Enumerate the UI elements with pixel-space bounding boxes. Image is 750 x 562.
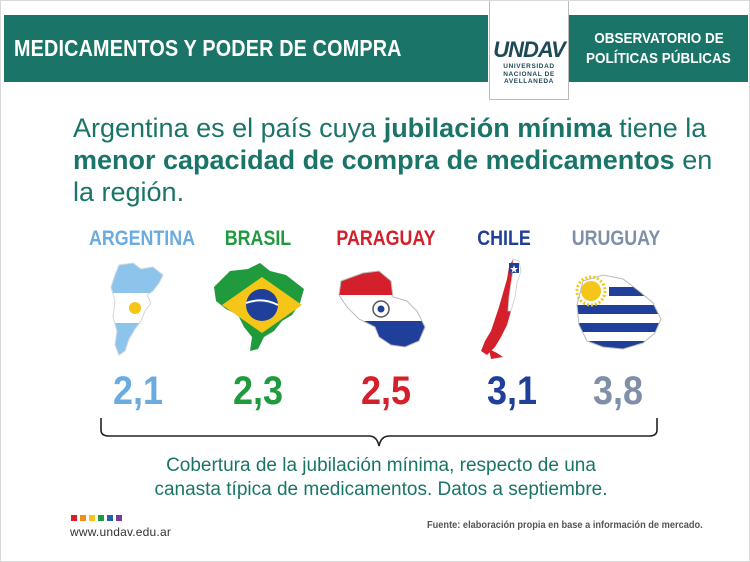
country-name-argentina: ARGENTINA <box>88 227 196 250</box>
headline-part-1: Argentina es el país cuya <box>73 113 384 143</box>
logo-line-3: AVELLANEDA <box>504 78 554 85</box>
paraguay-map-icon <box>338 270 426 348</box>
country-name-paraguay: PARAGUAY <box>336 227 436 250</box>
brasil-map-icon <box>214 263 304 351</box>
page-title: MEDICAMENTOS Y PODER DE COMPRA <box>14 35 402 61</box>
observatory-line-1: OBSERVATORIO DE <box>593 29 724 47</box>
caption-line-1: Cobertura de la jubilación mínima, respe… <box>166 455 596 476</box>
country-name-uruguay: URUGUAY <box>571 227 661 250</box>
caption-line-2: canasta típica de medicamentos. Datos a … <box>154 479 608 500</box>
uruguay-map-icon <box>575 274 662 350</box>
value-uruguay: 3,8 <box>592 369 644 413</box>
argentina-map-icon <box>110 262 164 356</box>
title-bar: MEDICAMENTOS Y PODER DE COMPRA <box>4 15 488 82</box>
caption: Cobertura de la jubilación mínima, respe… <box>61 454 701 502</box>
country-name-brasil: BRASIL <box>224 227 292 250</box>
value-paraguay: 2,5 <box>360 369 412 413</box>
country-name-chile: CHILE <box>477 227 531 250</box>
grouping-brace <box>100 418 658 447</box>
dot <box>98 515 104 521</box>
dot <box>89 515 95 521</box>
value-brasil: 2,3 <box>232 369 284 413</box>
chile-map-icon <box>481 258 522 359</box>
website-url[interactable]: www.undav.edu.ar <box>70 525 172 539</box>
dot <box>71 515 77 521</box>
headline-bold-2: menor capacidad de compra de medicamento… <box>73 145 675 175</box>
value-argentina: 2,1 <box>112 369 164 413</box>
headline-part-3: en la región. <box>73 145 713 207</box>
logo-line-2: NACIONAL DE <box>503 70 555 78</box>
undav-logo: UNDAV UNIVERSIDAD NACIONAL DE AVELLANEDA <box>489 1 569 100</box>
headline-part-2: tiene la <box>611 113 707 143</box>
logo-text: UNIVERSIDAD NACIONAL DE AVELLANEDA <box>503 63 555 86</box>
observatory-line-2: POLÍTICAS PÚBLICAS <box>586 49 731 67</box>
headline-bold-1: jubilación mínima <box>383 113 612 143</box>
source-note: Fuente: elaboración propia en base a inf… <box>427 519 703 531</box>
color-dots <box>71 515 122 521</box>
dot <box>107 515 113 521</box>
headline: Argentina es el país cuya jubilación mín… <box>73 112 713 208</box>
observatory-bar: OBSERVATORIO DE POLÍTICAS PÚBLICAS <box>569 15 748 82</box>
dot <box>80 515 86 521</box>
logo-line-1: UNIVERSIDAD <box>503 63 555 70</box>
logo-mark: UNDAV <box>493 37 566 62</box>
value-chile: 3,1 <box>486 369 538 413</box>
dot <box>116 515 122 521</box>
